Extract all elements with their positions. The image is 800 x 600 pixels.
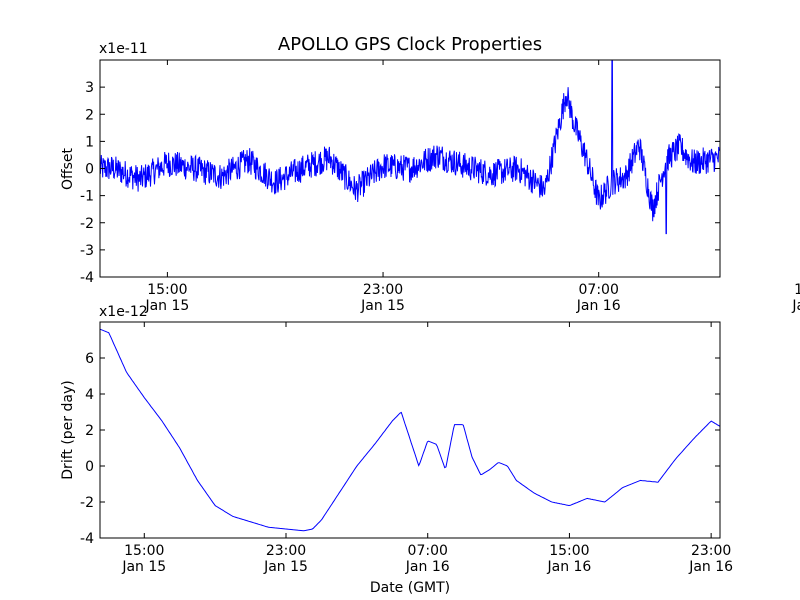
drift-ytick-label: 4 (85, 387, 94, 403)
drift-xtick-date: Jan 16 (405, 559, 450, 575)
drift-ytick-label: 6 (85, 351, 94, 367)
drift-xtick-time: 23:00 (266, 543, 306, 559)
offset-line (99, 59, 721, 235)
offset-ytick-label: -2 (80, 216, 94, 232)
drift-xtick-time: 23:00 (691, 543, 731, 559)
offset-axes-frame (99, 59, 721, 278)
offset-xtick-time: 23:00 (363, 282, 403, 298)
offset-ytick-label: 0 (85, 162, 94, 178)
offset-xtick-date: Jan 15 (144, 298, 189, 314)
drift-ytick-label: 0 (85, 459, 94, 475)
drift-xtick-time: 15:00 (549, 543, 589, 559)
offset-xtick-date: Jan 16 (791, 298, 800, 314)
offset-ytick-label: -4 (80, 270, 94, 286)
drift-xtick-date: Jan 15 (121, 559, 166, 575)
figure-title: APOLLO GPS Clock Properties (278, 34, 542, 55)
drift-series (99, 328, 721, 532)
offset-series (99, 59, 721, 235)
offset-xtick-time: 15:00 (794, 282, 800, 298)
offset-ytick-label: 2 (85, 107, 94, 123)
offset-ytick-label: -1 (80, 189, 94, 205)
offset-xtick-time: 15:00 (147, 282, 187, 298)
drift-xtick-time: 07:00 (408, 543, 448, 559)
offset-xtick-date: Jan 16 (576, 298, 621, 314)
drift-line (99, 328, 721, 532)
offset-multiplier: x1e-11 (99, 41, 148, 57)
offset-xtick-date: Jan 15 (360, 298, 405, 314)
drift-ytick-label: -4 (80, 531, 94, 547)
offset-ylabel: Offset (60, 147, 76, 190)
offset-ytick-label: -3 (80, 243, 94, 259)
drift-ylabel: Drift (per day) (60, 380, 76, 479)
drift-xlabel: Date (GMT) (370, 580, 450, 596)
drift-ytick-label: 2 (85, 423, 94, 439)
drift-xtick-date: Jan 16 (688, 559, 733, 575)
offset-xtick-time: 07:00 (579, 282, 619, 298)
offset-ytick-label: 3 (85, 80, 94, 96)
drift-axes-frame (99, 321, 721, 539)
drift-ytick-label: -2 (80, 495, 94, 511)
drift-xtick-date: Jan 16 (546, 559, 591, 575)
drift-multiplier: x1e-12 (99, 304, 148, 320)
offset-ytick-label: 1 (85, 134, 94, 150)
drift-xtick-time: 15:00 (124, 543, 164, 559)
drift-panel: x1e-12 Drift (per day) -4-2024615:00Jan … (60, 304, 733, 596)
drift-xtick-date: Jan 15 (263, 559, 308, 575)
